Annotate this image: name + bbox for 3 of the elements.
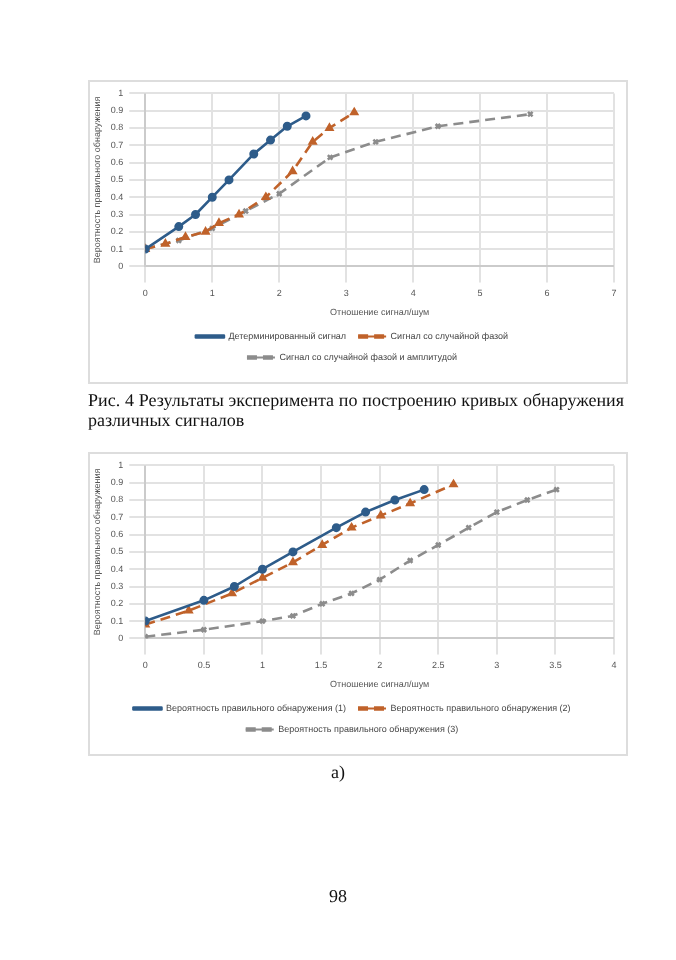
text: 98 (327, 886, 349, 906)
text: Рис. 4 Результаты эксперимента по построению кривых обнаружения различных сигналов (88, 390, 624, 430)
text: а) (329, 762, 347, 782)
